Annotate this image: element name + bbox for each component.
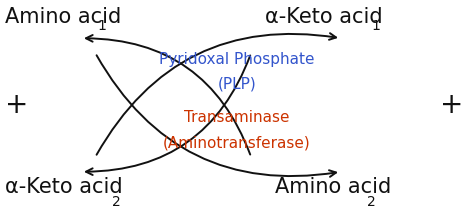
Text: 2: 2 xyxy=(367,195,376,209)
Text: 2: 2 xyxy=(112,195,120,209)
FancyArrowPatch shape xyxy=(97,33,336,155)
FancyArrowPatch shape xyxy=(86,55,250,175)
Text: Amino acid: Amino acid xyxy=(275,177,391,197)
Text: 1: 1 xyxy=(98,20,107,33)
Text: α-Keto acid: α-Keto acid xyxy=(5,177,123,197)
FancyArrowPatch shape xyxy=(97,55,336,177)
FancyArrowPatch shape xyxy=(86,35,250,155)
Text: +: + xyxy=(5,91,29,119)
Text: (PLP): (PLP) xyxy=(218,77,256,92)
Text: α-Keto acid: α-Keto acid xyxy=(265,7,383,27)
Text: +: + xyxy=(440,91,464,119)
Text: Amino acid: Amino acid xyxy=(5,7,122,27)
Text: 1: 1 xyxy=(372,20,381,33)
Text: Pyridoxal Phosphate: Pyridoxal Phosphate xyxy=(159,52,315,67)
Text: (Aminotransferase): (Aminotransferase) xyxy=(163,135,311,150)
Text: Transaminase: Transaminase xyxy=(184,110,290,125)
